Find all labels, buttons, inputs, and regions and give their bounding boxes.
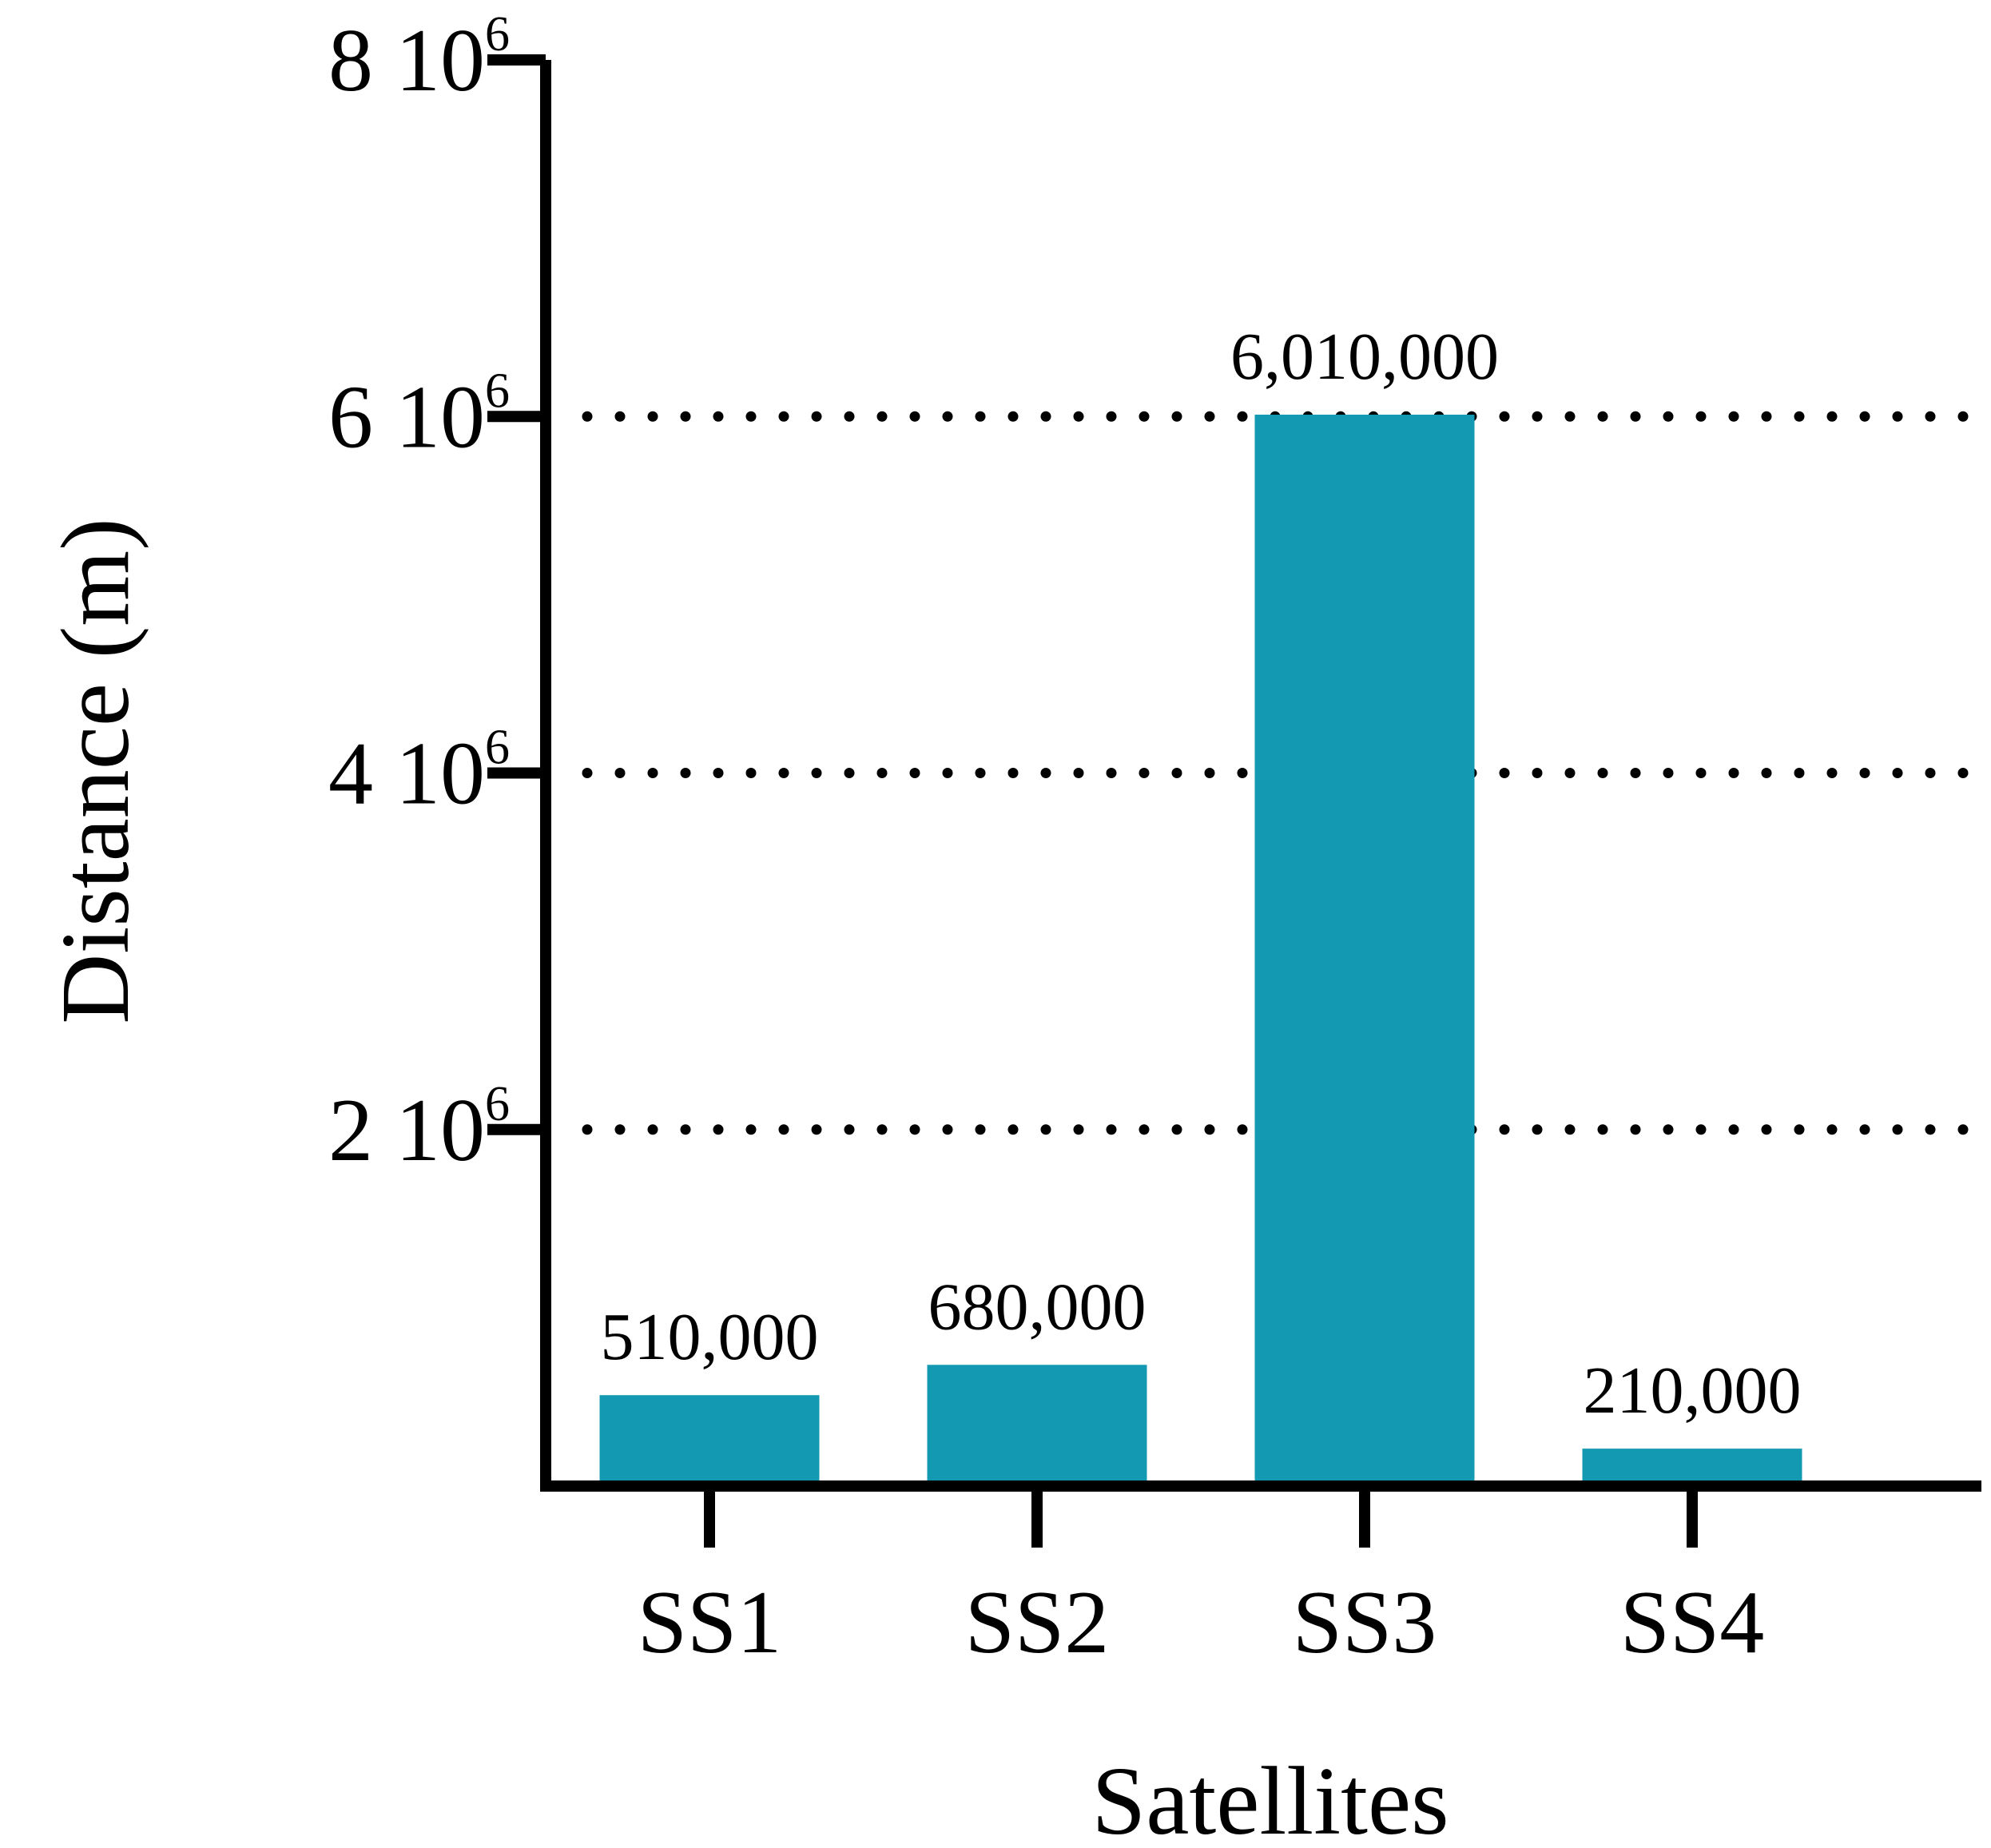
grid-lines: [582, 411, 1987, 1135]
y-tick-base: 2 10: [328, 1081, 485, 1180]
data-label-ss4: 210,000: [1584, 1353, 1802, 1428]
bar-ss1: [599, 1395, 820, 1486]
x-ticks: SS1 SS2 SS3 SS4: [638, 1486, 1765, 1672]
x-tick-label-ss2: SS2: [965, 1573, 1110, 1672]
y-tick-exponent: 6: [485, 364, 510, 418]
y-tick-exponent: 6: [485, 7, 510, 62]
data-label-ss3: 6,010,000: [1230, 320, 1499, 394]
y-axis-title: Distance (m): [42, 518, 149, 1023]
y-tick-label-3: 6 106: [328, 364, 510, 467]
bar-ss2: [927, 1365, 1147, 1486]
data-label-ss1: 510,000: [601, 1300, 819, 1374]
y-tick-base: 8 10: [328, 11, 485, 110]
data-label-ss2: 680,000: [928, 1270, 1147, 1344]
bar-ss3: [1254, 415, 1475, 1486]
data-labels: 510,000 680,000 6,010,000 210,000: [601, 320, 1802, 1428]
y-tick-exponent: 6: [485, 1077, 510, 1131]
y-tick-exponent: 6: [485, 721, 510, 775]
x-axis-title: Satellites: [1091, 1747, 1449, 1848]
x-tick-label-ss4: SS4: [1620, 1573, 1765, 1672]
bars: [599, 415, 1802, 1486]
y-tick-label-4: 8 106: [328, 7, 510, 110]
x-tick-label-ss1: SS1: [638, 1573, 782, 1672]
y-tick-label-2: 4 106: [328, 721, 510, 824]
y-tick-base: 6 10: [328, 368, 485, 467]
x-tick-label-ss3: SS3: [1293, 1573, 1437, 1672]
y-tick-label-1: 2 106: [328, 1077, 510, 1180]
y-tick-base: 4 10: [328, 725, 485, 824]
bar-ss4: [1582, 1449, 1802, 1486]
